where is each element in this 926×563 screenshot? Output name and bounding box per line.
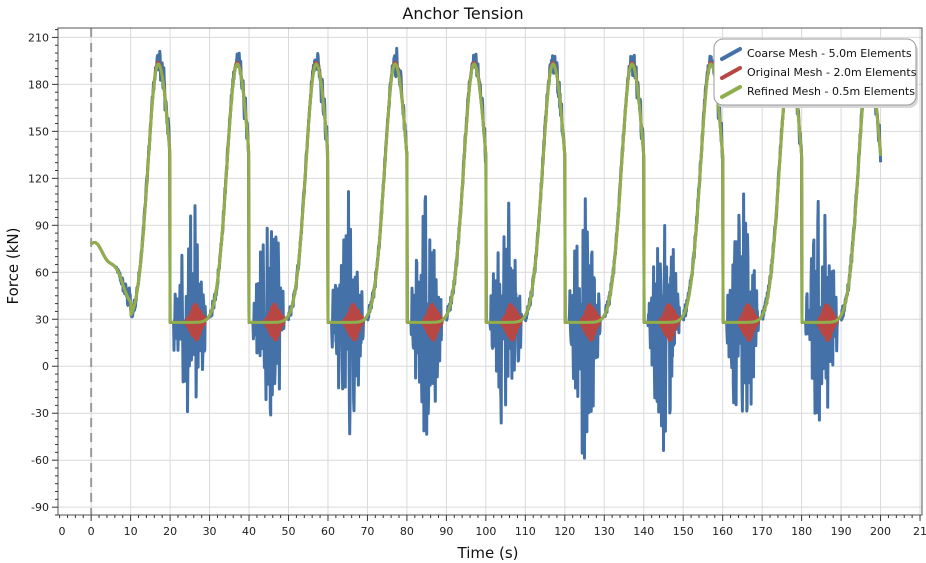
x-tick-label: 21 [913,525,926,538]
x-tick-label: 160 [712,525,733,538]
x-tick-label: 50 [282,525,296,538]
x-tick-label: 70 [360,525,374,538]
series-line-3 [90,62,883,324]
x-tick-label: 180 [791,525,812,538]
y-axis-title: Force (kN) [4,228,22,305]
x-tick-label: 40 [242,525,256,538]
x-tick-label: 130 [594,525,615,538]
x-tick-label: 140 [633,525,654,538]
x-tick-label: 80 [400,525,414,538]
x-tick-label: 90 [439,525,453,538]
y-tick-label: 180 [28,78,49,91]
axes-layer: 0 0 10 20 30 40 50 60 70 80 90 100 110 120 130 140 150 16… [28,27,926,538]
legend-swatch-3 [720,85,742,99]
legend-swatch-1 [720,47,742,61]
legend-label-2: Original Mesh - 2.0m Elements [747,66,917,79]
x-axis-title: Time (s) [457,544,519,562]
chart-title: Anchor Tension [402,4,523,23]
x-tick-label: 60 [321,525,335,538]
y-tick-label: 60 [35,266,49,279]
legend-swatch-2 [720,66,742,80]
x-tick-label: 150 [673,525,694,538]
y-tick-label: -30 [31,407,49,420]
x-tick-label: 10 [124,525,138,538]
y-tick-label: 150 [28,125,49,138]
x-tick-label: 0 [88,525,95,538]
y-tick-label: -60 [31,454,49,467]
plot-area-border [57,27,923,516]
y-tick-label: -90 [31,501,49,514]
y-tick-label: 0 [42,360,49,373]
x-tick-label: 20 [163,525,177,538]
x-tick-label: 0 [59,525,66,538]
series-layer [90,43,883,460]
x-tick-label: 190 [831,525,852,538]
y-tick-label: 120 [28,172,49,185]
x-tick-label: 120 [554,525,575,538]
x-tick-label: 30 [203,525,217,538]
y-tick-label: 30 [35,313,49,326]
x-tick-label: 100 [475,525,496,538]
x-tick-label: 200 [870,525,891,538]
x-tick-label: 170 [752,525,773,538]
legend-label-1: Coarse Mesh - 5.0m Elements [747,47,912,60]
legend: Coarse Mesh - 5.0m Elements Original Mesh… [713,38,918,108]
y-tick-label: 210 [28,31,49,44]
x-tick-label: 110 [515,525,536,538]
legend-label-3: Refined Mesh - 0.5m Elements [747,85,915,98]
y-tick-label: 90 [35,219,49,232]
legend-box [713,38,917,106]
